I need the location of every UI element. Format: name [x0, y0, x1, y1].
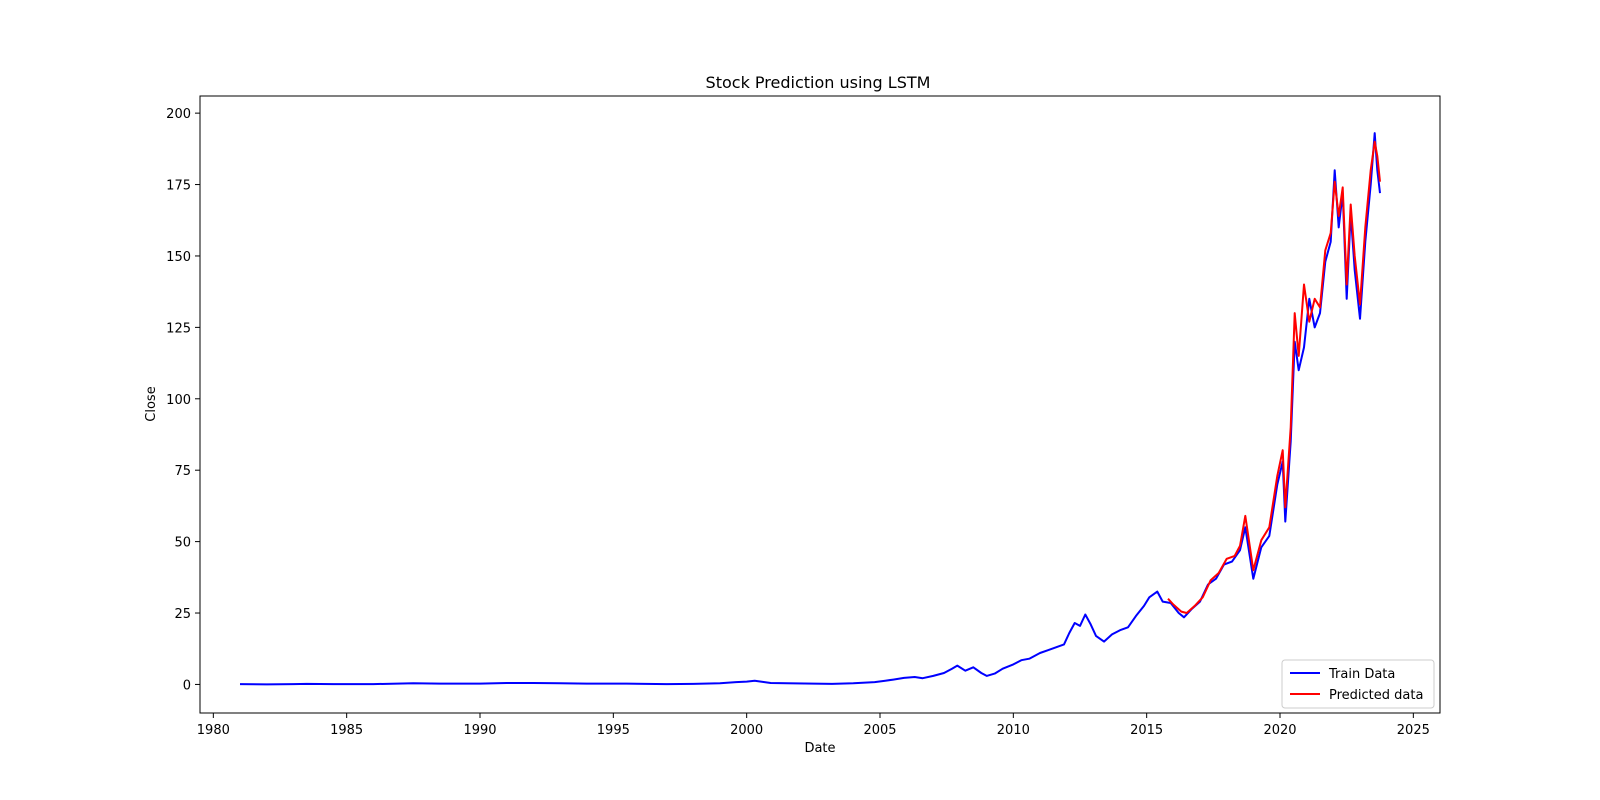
x-tick-label: 1990	[463, 723, 496, 738]
y-tick-label: 0	[183, 678, 191, 693]
y-tick-label: 175	[166, 179, 191, 194]
y-tick-label: 200	[166, 107, 191, 122]
x-tick-label: 2025	[1397, 723, 1430, 738]
y-tick-label: 75	[174, 464, 191, 479]
legend-label-train: Train Data	[1328, 667, 1395, 682]
legend: Train Data Predicted data	[1281, 659, 1435, 709]
y-tick-label: 50	[174, 536, 191, 551]
x-axis-label: Date	[804, 741, 835, 756]
y-tick-label: 25	[174, 607, 191, 622]
x-tick-label: 1980	[197, 723, 230, 738]
y-axis-label: Close	[144, 386, 159, 421]
x-tick-label: 2010	[997, 723, 1030, 738]
series-line-train	[239, 132, 1381, 686]
series-line-predicted	[1167, 140, 1381, 614]
x-tick-label: 2020	[1263, 723, 1296, 738]
legend-label-predicted: Predicted data	[1329, 688, 1423, 703]
x-tick-label: 2015	[1130, 723, 1163, 738]
x-tick-label: 1995	[597, 723, 630, 738]
y-tick-label: 100	[166, 393, 191, 408]
y-axis: 0 25 50 75 100 125 150 175 200	[166, 107, 200, 693]
axes-frame	[199, 95, 1441, 714]
x-tick-label: 2000	[730, 723, 763, 738]
x-axis: 1980 1985 1990 1995 2000 2005 2010 2015 2020 2025	[197, 713, 1430, 738]
chart-title: Stock Prediction using LSTM	[706, 73, 931, 92]
y-tick-label: 125	[166, 321, 191, 336]
x-tick-label: 1985	[330, 723, 363, 738]
plot-area	[239, 132, 1381, 686]
y-tick-label: 150	[166, 250, 191, 265]
x-tick-label: 2005	[863, 723, 896, 738]
